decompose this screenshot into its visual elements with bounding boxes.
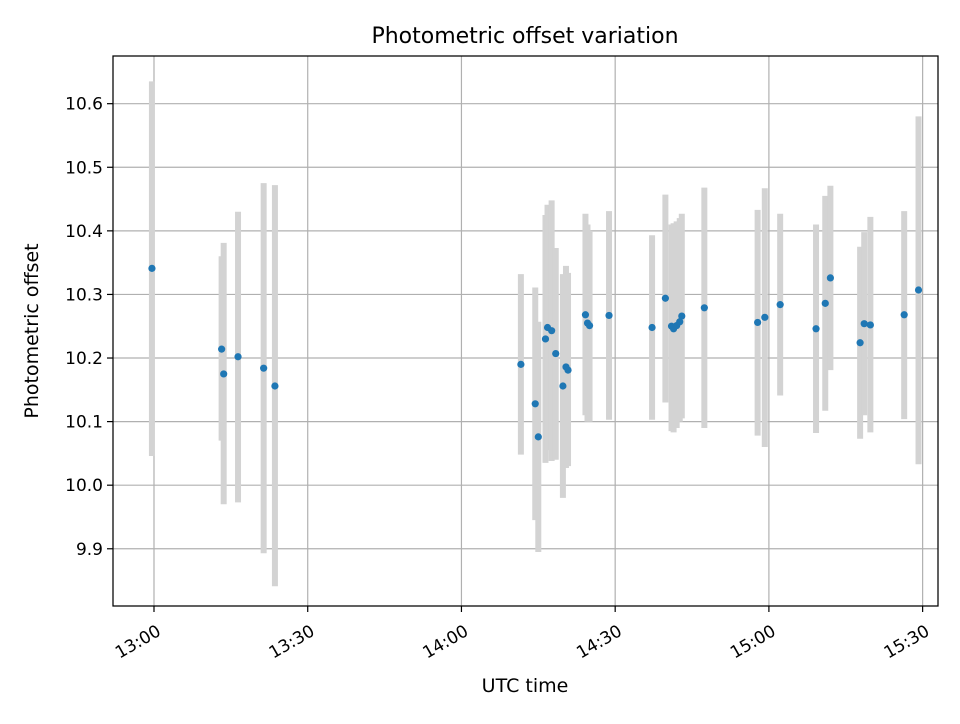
data-point bbox=[856, 339, 864, 347]
data-point bbox=[218, 345, 226, 353]
data-point bbox=[866, 321, 874, 329]
chart-title: Photometric offset variation bbox=[371, 24, 678, 49]
data-point bbox=[552, 349, 560, 358]
data-point bbox=[776, 301, 784, 309]
data-point bbox=[534, 433, 542, 441]
data-point bbox=[517, 360, 525, 368]
y-tick-label: 10.3 bbox=[65, 285, 103, 305]
data-point bbox=[148, 264, 156, 272]
data-point bbox=[541, 335, 550, 343]
y-tick-label: 10.4 bbox=[65, 222, 103, 242]
grid bbox=[113, 56, 938, 606]
data-point bbox=[761, 313, 769, 321]
y-tick-label: 10.0 bbox=[65, 476, 103, 496]
data-point bbox=[531, 400, 539, 408]
data-point bbox=[648, 323, 656, 332]
y-tick-label: 10.5 bbox=[65, 158, 103, 178]
data-point bbox=[548, 327, 556, 335]
data-point bbox=[826, 274, 834, 282]
data-point bbox=[220, 370, 228, 378]
data-point bbox=[678, 312, 686, 320]
y-axis: 9.9 10.0 10.1 10.2 10.3 10.4 10.5 10.6 bbox=[65, 95, 113, 560]
data-point bbox=[661, 294, 669, 302]
data-point bbox=[581, 311, 590, 319]
data-point bbox=[754, 318, 762, 327]
x-axis-label: UTC time bbox=[482, 675, 569, 697]
data-point bbox=[812, 325, 820, 333]
data-point bbox=[860, 320, 868, 328]
data-point bbox=[271, 382, 279, 390]
data-points bbox=[148, 264, 923, 441]
data-point bbox=[914, 286, 923, 294]
data-point bbox=[605, 311, 613, 320]
data-point bbox=[676, 318, 684, 326]
data-point bbox=[585, 321, 594, 330]
y-axis-label: Photometric offset bbox=[21, 243, 43, 418]
y-tick-label: 9.9 bbox=[76, 540, 103, 560]
data-point bbox=[260, 364, 268, 372]
data-point bbox=[700, 304, 708, 312]
data-point bbox=[821, 299, 829, 307]
y-tick-label: 10.2 bbox=[65, 349, 103, 369]
plot-frame bbox=[112, 55, 939, 607]
data-point bbox=[900, 311, 908, 319]
data-point bbox=[234, 353, 242, 361]
y-tick-label: 10.1 bbox=[65, 413, 103, 433]
data-point bbox=[564, 366, 572, 374]
data-point bbox=[559, 382, 567, 390]
y-tick-label: 10.6 bbox=[65, 95, 103, 115]
